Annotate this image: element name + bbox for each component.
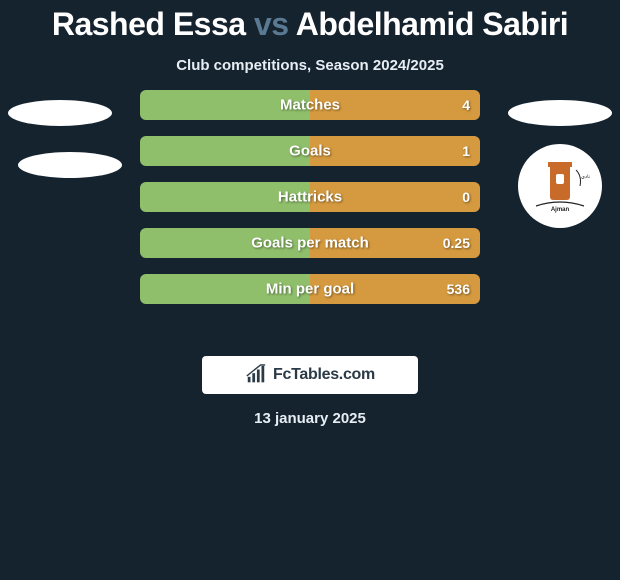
ajman-club-icon: Ajman نادي <box>530 156 590 216</box>
player2-placeholder-ellipse <box>508 100 612 126</box>
vs-separator: vs <box>254 6 289 42</box>
stat-value-right: 1 <box>462 143 470 159</box>
stat-row: Matches 4 <box>140 90 480 120</box>
player1-name: Rashed Essa <box>52 6 246 42</box>
player1-club-placeholder-ellipse <box>18 152 122 178</box>
comparison-content: Ajman نادي Matches4Goals1Hattricks0Goals… <box>0 102 620 362</box>
stat-value-right: 4 <box>462 97 470 113</box>
subtitle: Club competitions, Season 2024/2025 <box>0 57 620 74</box>
stat-label: Matches <box>280 97 340 114</box>
page-title: Rashed Essa vs Abdelhamid Sabiri <box>0 0 620 43</box>
stat-label: Goals <box>289 143 331 160</box>
stat-label: Hattricks <box>278 189 342 206</box>
stat-row: Min per goal 536 <box>140 274 480 304</box>
stat-bar-right <box>310 136 480 166</box>
stat-value-right: 536 <box>447 281 470 297</box>
stat-bar-left <box>140 136 310 166</box>
svg-text:نادي: نادي <box>581 174 590 180</box>
stat-value-right: 0.25 <box>443 235 470 251</box>
brand-chart-icon <box>245 364 267 386</box>
svg-text:Ajman: Ajman <box>551 207 570 213</box>
stat-row: Goals per match 0.25 <box>140 228 480 258</box>
stat-value-right: 0 <box>462 189 470 205</box>
stat-row: Hattricks 0 <box>140 182 480 212</box>
footer-date: 13 january 2025 <box>0 410 620 427</box>
stat-label: Goals per match <box>251 235 369 252</box>
player1-placeholder-ellipse <box>8 100 112 126</box>
brand-box[interactable]: FcTables.com <box>202 356 418 394</box>
stat-row: Goals 1 <box>140 136 480 166</box>
player2-name: Abdelhamid Sabiri <box>296 6 568 42</box>
brand-text: FcTables.com <box>273 366 375 384</box>
player2-club-badge: Ajman نادي <box>518 144 602 228</box>
stat-label: Min per goal <box>266 281 354 298</box>
stat-rows: Matches 4 Goals 1 Hattricks 0 Goals per match 0… <box>140 90 480 320</box>
